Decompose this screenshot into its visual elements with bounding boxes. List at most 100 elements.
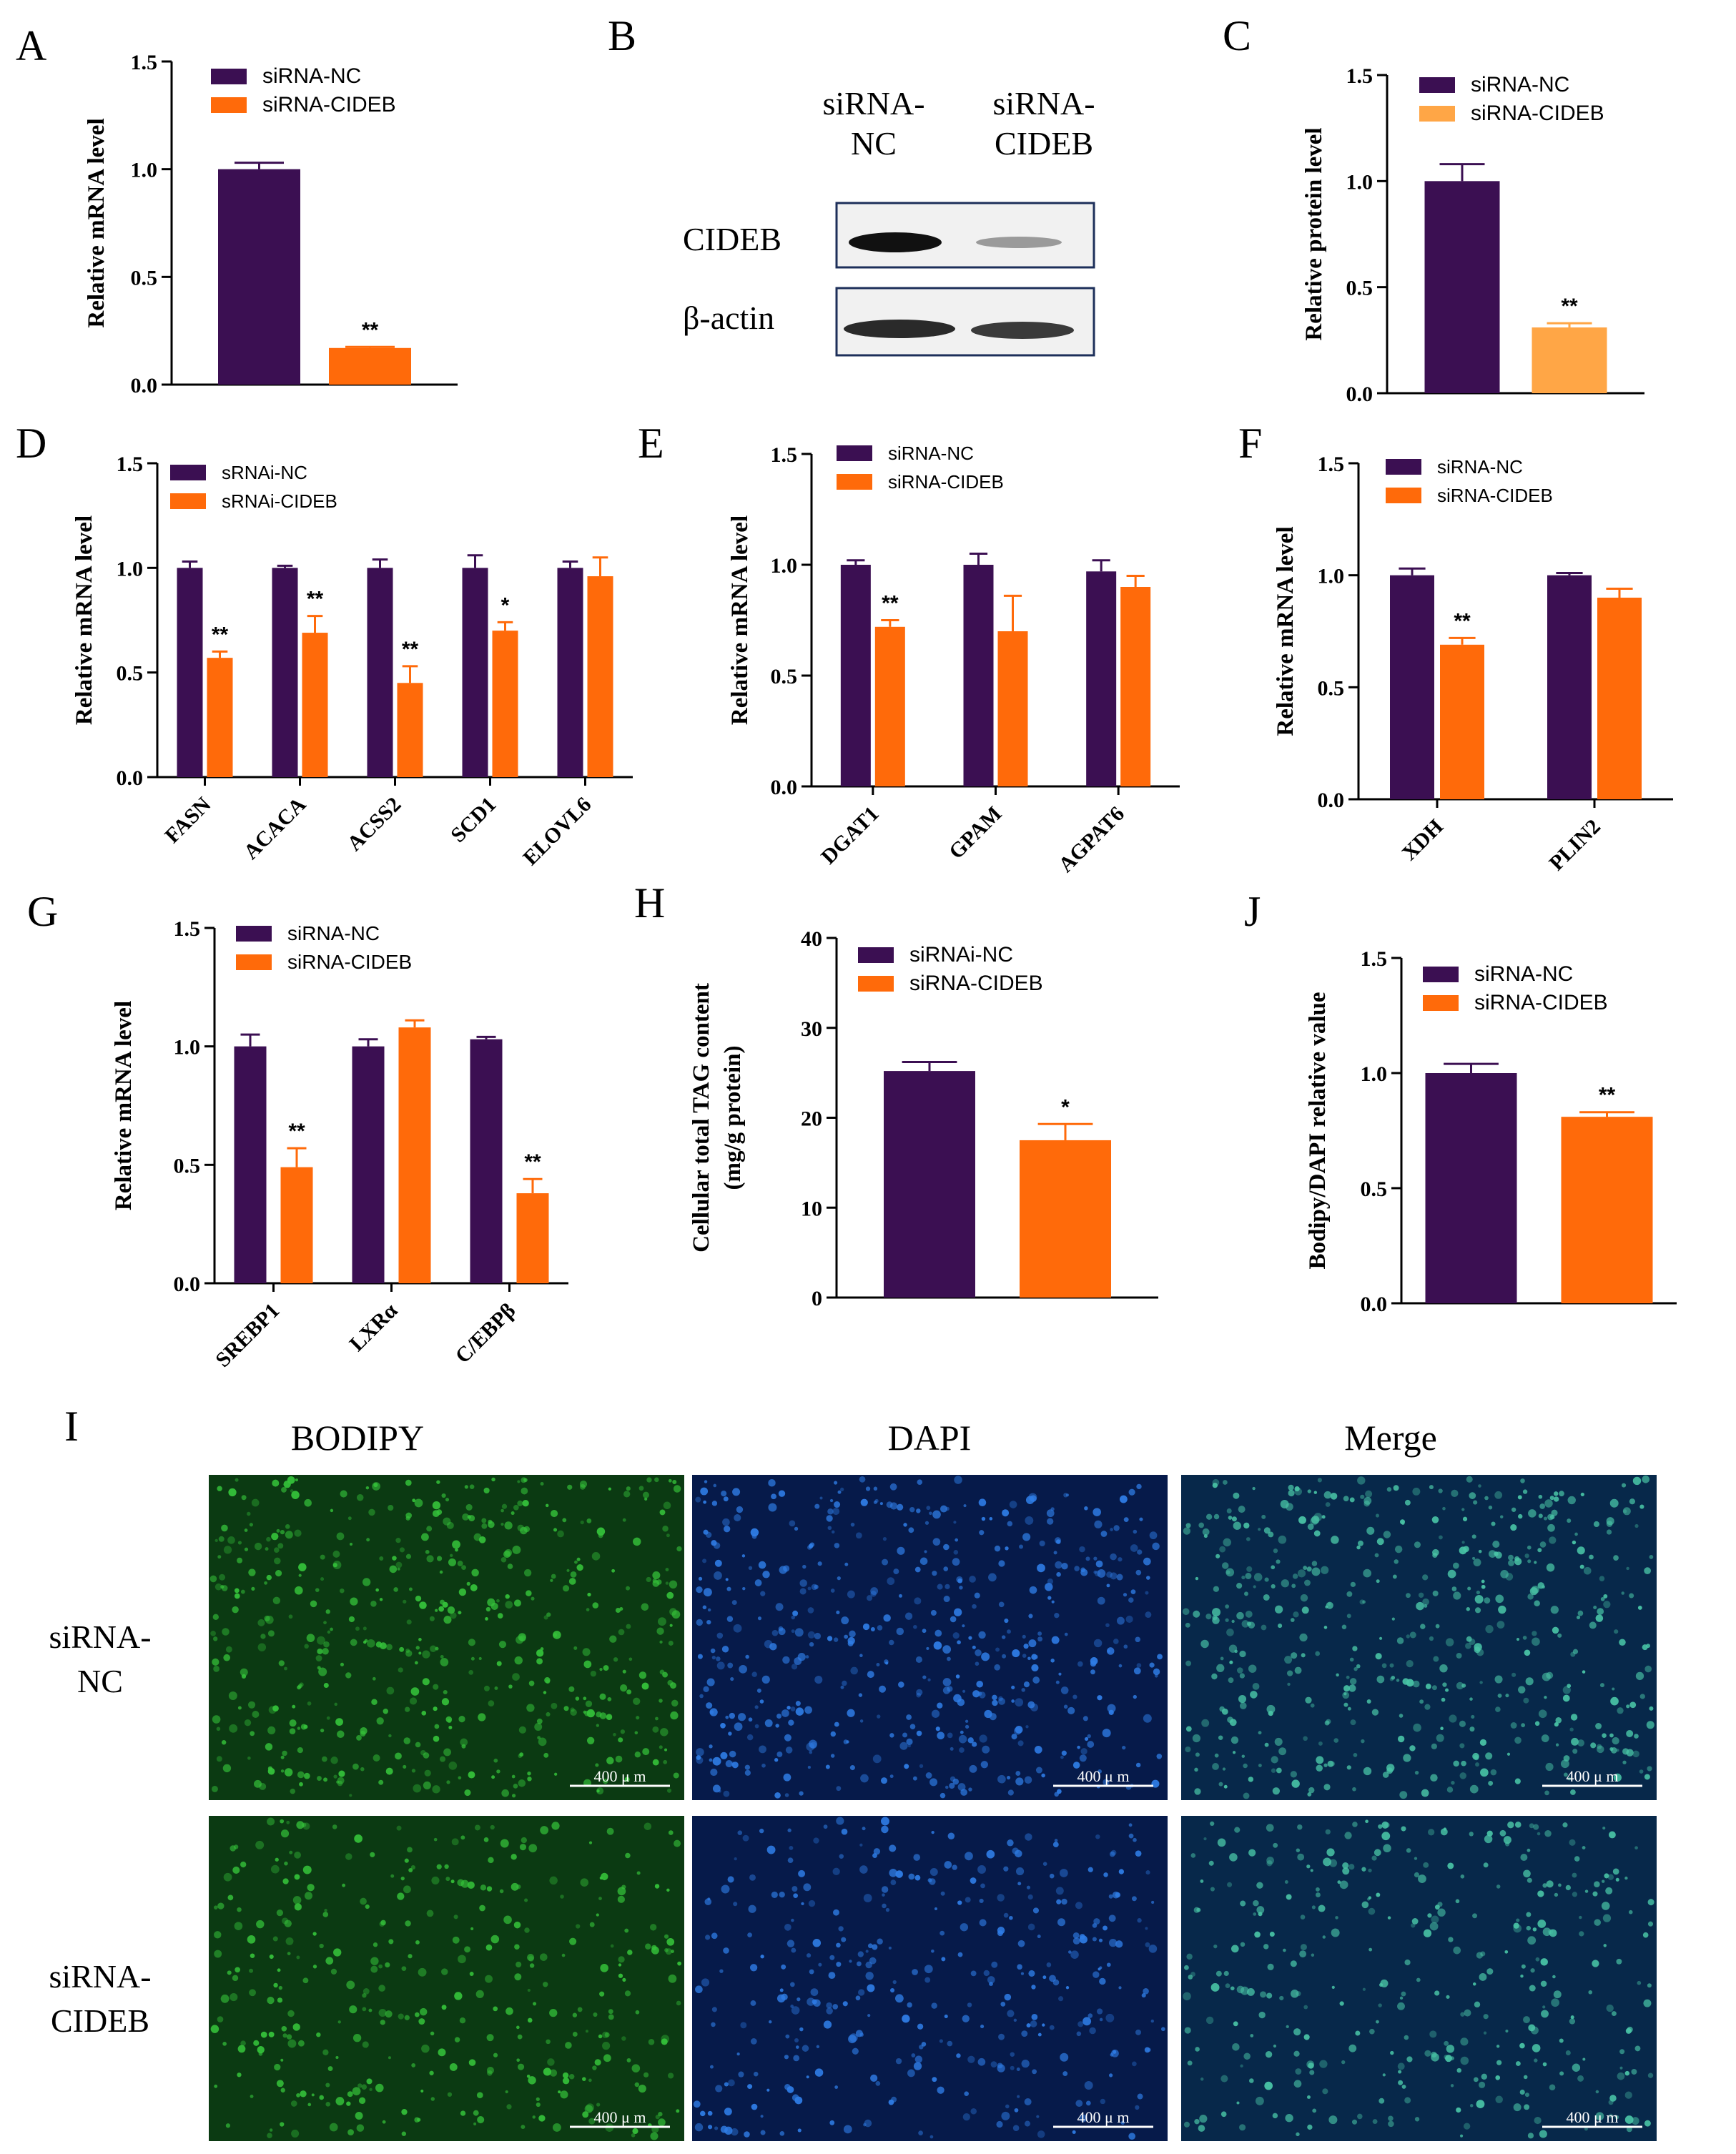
cell-dot [1504, 1950, 1509, 1954]
cell-dot [1316, 1764, 1323, 1772]
cell-dot [1060, 1755, 1064, 1759]
cell-dot [1374, 1553, 1379, 1558]
cell-dot [519, 1844, 527, 1851]
cell-dot [505, 1594, 510, 1599]
cell-dot [267, 1726, 276, 1734]
cell-dot [631, 2064, 641, 2073]
cell-dot [1010, 2052, 1015, 2057]
cell-dot [618, 1973, 623, 1978]
cell-dot [418, 1651, 422, 1655]
cell-dot [875, 2081, 881, 2086]
cell-dot [1062, 2071, 1068, 2077]
cell-dot [1065, 1986, 1070, 1990]
cell-dot [664, 1934, 669, 1939]
cell-dot [759, 1699, 764, 1704]
cell-dot [895, 1870, 903, 1878]
cell-dot [872, 1853, 877, 1858]
cell-dot [441, 1968, 448, 1975]
x-tick-label: ACACA [240, 792, 311, 864]
cell-dot [443, 1517, 451, 1526]
cell-dot [524, 1927, 530, 1933]
cell-dot [1532, 1927, 1537, 1932]
cell-dot [298, 1563, 307, 1571]
cell-dot [1523, 2075, 1528, 2080]
cell-dot [1510, 1524, 1517, 1531]
cell-dot [1015, 1726, 1023, 1734]
cell-dot [340, 1490, 347, 1498]
cell-dot [716, 1632, 724, 1639]
cell-dot [608, 2014, 614, 2020]
cell-dot [300, 2090, 307, 2098]
cell-dot [595, 1763, 599, 1767]
cell-dot [748, 1717, 753, 1722]
cell-dot [1005, 2104, 1010, 2109]
cell-dot [1290, 1618, 1295, 1622]
cell-dot [1266, 1860, 1273, 1867]
cell-dot [1634, 2045, 1641, 2052]
cell-dot [214, 2084, 218, 2088]
cell-dot [865, 1486, 871, 1491]
cell-dot [274, 2063, 281, 2071]
cell-dot [622, 1669, 626, 1674]
cell-dot [1094, 1520, 1103, 1528]
cell-dot [467, 1515, 472, 1519]
cell-dot [1399, 1996, 1404, 2000]
cell-dot [981, 1516, 986, 1521]
cell-dot [1589, 1554, 1594, 1560]
cell-dot [255, 1840, 265, 1849]
cell-dot [1429, 1922, 1439, 1931]
legend-label: sRNAi-NC [222, 462, 307, 483]
legend-swatch [837, 474, 872, 490]
cell-dot [543, 1691, 547, 1694]
cell-dot [613, 1732, 616, 1736]
cell-dot [566, 1568, 570, 1572]
cell-dot [232, 1606, 239, 1614]
cell-dot [408, 1954, 413, 1959]
cell-dot [411, 1769, 416, 1773]
cell-dot [1097, 1569, 1106, 1578]
cell-dot [469, 1484, 475, 1489]
y-tick-label: 0.0 [131, 374, 158, 397]
cell-dot [477, 2115, 485, 2124]
cell-dot [250, 1731, 255, 1736]
cell-dot [310, 1600, 317, 1608]
cell-dot [528, 1956, 534, 1962]
cell-dot [338, 1770, 345, 1777]
cell-dot [666, 1533, 670, 1538]
cell-dot [572, 2012, 578, 2017]
legend-swatch [1386, 459, 1421, 475]
cell-dot [599, 1668, 603, 1671]
cell-dot [730, 1676, 734, 1681]
cell-dot [1412, 1487, 1421, 1496]
cell-dot [1303, 1736, 1308, 1742]
cell-dot [1030, 2020, 1037, 2027]
cell-dot [1100, 1531, 1108, 1537]
cell-dot [1300, 1594, 1308, 1602]
cell-dot [1481, 1584, 1486, 1589]
cell-dot [736, 1506, 744, 1513]
cell-dot [1363, 1568, 1372, 1578]
cell-dot [606, 1714, 613, 1720]
significance-mark: ** [402, 638, 419, 661]
y-tick-label: 30 [801, 1017, 822, 1041]
cell-dot [1389, 1663, 1394, 1668]
cell-dot [286, 1820, 290, 1824]
cell-dot [906, 1738, 913, 1745]
legend-swatch [1423, 967, 1459, 982]
scale-bar-label: 400 μ m [1567, 2108, 1619, 2126]
cell-dot [1049, 1975, 1056, 1982]
cell-dot [528, 1680, 535, 1686]
cell-dot [847, 1590, 855, 1599]
cell-dot [783, 1565, 790, 1572]
cell-dot [368, 2008, 373, 2012]
cell-dot [287, 2010, 295, 2017]
cell-dot [485, 1617, 488, 1621]
cell-dot [1527, 1877, 1532, 1883]
cell-dot [1253, 1912, 1257, 1916]
cell-dot [1486, 1830, 1493, 1837]
cell-dot [979, 1919, 987, 1927]
legend-label: siRNA-CIDEB [888, 471, 1004, 493]
cell-dot [947, 1832, 955, 1840]
cell-dot [1225, 1618, 1229, 1622]
cell-dot [1520, 1854, 1528, 1861]
